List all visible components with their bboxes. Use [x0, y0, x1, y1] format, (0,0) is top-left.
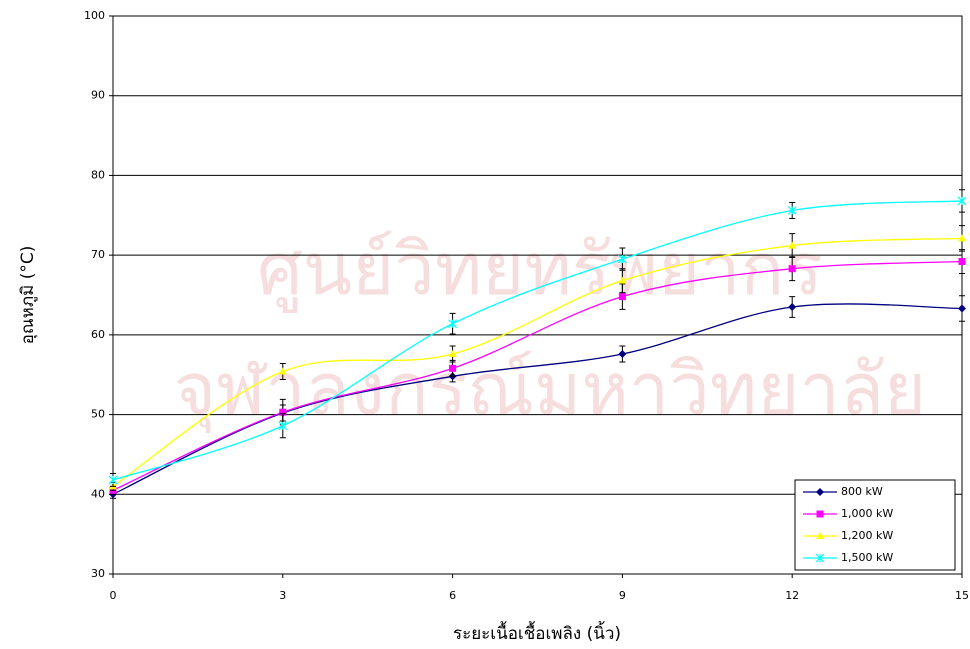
legend-label: 1,000 kW: [841, 507, 893, 520]
y-tick-label: 100: [84, 9, 105, 22]
y-tick-label: 30: [91, 567, 105, 580]
y-tick-label: 70: [91, 248, 105, 261]
y-tick-label: 60: [91, 328, 105, 341]
y-axis-label: อุณหภูมิ (°C): [18, 246, 38, 345]
x-tick-label: 6: [449, 589, 456, 602]
x-tick-label: 12: [785, 589, 799, 602]
marker: [449, 365, 456, 372]
y-tick-label: 80: [91, 168, 105, 181]
y-tick-label: 50: [91, 408, 105, 421]
x-tick-label: 3: [279, 589, 286, 602]
legend-label: 1,500 kW: [841, 551, 893, 564]
marker: [789, 265, 796, 272]
y-tick-label: 40: [91, 487, 105, 500]
legend-label: 800 kW: [841, 485, 883, 498]
y-tick-label: 90: [91, 89, 105, 102]
x-tick-label: 15: [955, 589, 969, 602]
x-tick-label: 0: [110, 589, 117, 602]
watermark: จุฬาลงกรณ์มหาวิทยาลัย: [174, 347, 926, 433]
marker: [449, 320, 457, 328]
marker: [109, 476, 117, 484]
legend: 800 kW 1,000 kW 1,200 kW 1,500 kW: [795, 480, 955, 570]
watermark: ศูนย์วิทยทรัพยากร: [257, 227, 823, 313]
marker: [958, 305, 966, 313]
marker: [959, 258, 966, 265]
x-tick-label: 9: [619, 589, 626, 602]
marker: [817, 511, 824, 518]
x-axis-label: ระยะเนื้อเชื้อเพลิง (นิ้ว): [453, 621, 621, 644]
marker: [619, 293, 626, 300]
legend-label: 1,200 kW: [841, 529, 893, 542]
chart: ศูนย์วิทยทรัพยากร จุฬาลงกรณ์มหาวิทยาลัย …: [0, 0, 970, 649]
